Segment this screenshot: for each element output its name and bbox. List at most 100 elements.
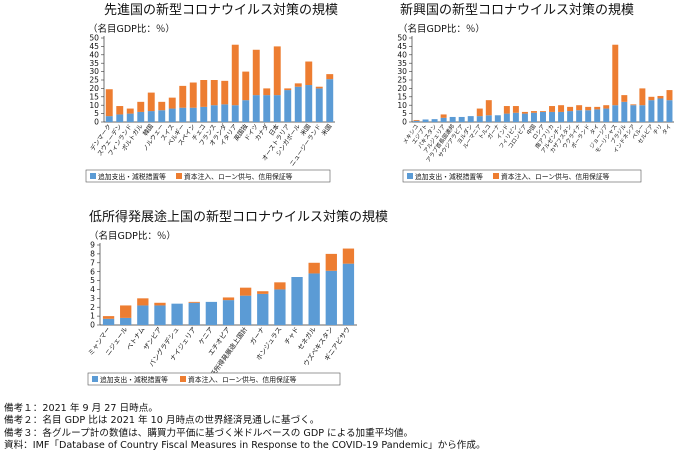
y-tick-label: 7 — [90, 258, 95, 267]
bar-segment-a — [137, 305, 149, 325]
note-source: 資料：IMF「Database of Country Fiscal Measur… — [4, 440, 486, 452]
bar-segment-b — [476, 108, 483, 117]
bar-segment-a — [294, 86, 302, 122]
bar-segment-a — [612, 105, 619, 122]
y-tick-label: 30 — [397, 67, 407, 76]
bar-segment-a — [530, 112, 537, 122]
bar-segment-a — [188, 302, 200, 325]
legend-swatch-a — [407, 173, 413, 179]
chart-2: 新興国の新型コロナウイルス対策の規模 （名目GDP比：％） 051015202530… — [397, 2, 674, 183]
bar-segment-b — [630, 104, 637, 106]
bar-segment-b — [126, 108, 134, 114]
legend-label-a: 追加支出・減税措置等 — [98, 172, 166, 181]
y-tick-label: 50 — [89, 34, 99, 43]
bar-segment-a — [158, 110, 166, 122]
y-axis-label: （名目GDP比：％） — [88, 23, 175, 35]
bar-segment-a — [274, 289, 286, 325]
bar-segment-a — [291, 277, 303, 325]
bar-segment-a — [558, 111, 565, 122]
bar-segment-a — [116, 114, 124, 122]
y-tick-label: 5 — [94, 109, 99, 118]
bar-segment-a — [171, 303, 183, 325]
bar-segment-a — [315, 88, 323, 122]
bar-segment-a — [576, 110, 583, 122]
bar-segment-b — [621, 95, 628, 102]
bar-segment-a — [521, 113, 528, 122]
bar-segment-b — [657, 95, 664, 99]
legend: 追加支出・減税措置等 資本注入、ローン供与、信用保証等 — [85, 169, 331, 183]
bar-segment-b — [284, 88, 292, 91]
y-axis-label: （名目GDP比：％） — [89, 230, 176, 242]
bar-segment-a — [284, 90, 292, 122]
chart-title: 先進国の新型コロナウイルス対策の規模 — [104, 2, 338, 18]
bar-segment-b — [325, 253, 337, 271]
bar-segment-a — [308, 273, 320, 325]
bar-segment-a — [603, 108, 610, 122]
bar-segment-a — [413, 120, 420, 122]
bar-segment-a — [154, 305, 166, 325]
bar-segment-a — [422, 119, 429, 122]
bar-segment-b — [137, 101, 145, 112]
bar-segment-b — [294, 83, 302, 87]
bar-segment-b — [567, 106, 574, 112]
bar-segment-b — [639, 88, 646, 106]
legend-label-a: 追加支出・減税措置等 — [100, 375, 168, 384]
bar-segment-b — [263, 88, 271, 96]
bar-segment-b — [530, 111, 537, 113]
y-tick-label: 45 — [397, 42, 407, 51]
bar-segment-b — [315, 86, 323, 89]
bar-segment-b — [188, 301, 200, 303]
bar-segment-b — [305, 61, 313, 86]
y-tick-label: 2 — [90, 303, 95, 312]
bar-segment-a — [648, 100, 655, 122]
note-2: 備考２：名目 GDP 比は 2021 年 10 月時点の世界経済見通しに基づく。 — [4, 415, 320, 427]
y-tick-label: 15 — [89, 92, 99, 101]
bar-segment-b — [612, 44, 619, 106]
bar-segment-a — [639, 105, 646, 122]
bar-segment-b — [116, 106, 124, 115]
bar-segment-a — [105, 116, 113, 122]
bar-segment-a — [666, 100, 673, 122]
y-tick-label: 25 — [397, 76, 407, 85]
bar-segment-a — [126, 113, 134, 122]
y-tick-label: 40 — [89, 50, 99, 59]
bar-segment-a — [200, 106, 208, 122]
bar-segment-a — [210, 105, 218, 122]
bar-segment-a — [102, 318, 115, 325]
bar-segment-a — [252, 95, 260, 122]
legend-swatch-b — [493, 173, 499, 179]
chart-title: 新興国の新型コロナウイルス対策の規模 — [400, 2, 634, 18]
bar-segment-a — [440, 117, 447, 122]
bar-segment-b — [558, 105, 565, 112]
bar-segment-a — [239, 295, 252, 325]
y-tick-label: 6 — [90, 267, 95, 276]
chart-1: 先進国の新型コロナウイルス対策の規模 （名目GDP比：％） 051015202530… — [85, 2, 338, 183]
legend-box — [87, 372, 341, 386]
y-tick-label: 20 — [397, 84, 407, 93]
bar-segment-a — [242, 100, 250, 122]
legend-swatch-b — [176, 173, 182, 179]
y-tick-label: 3 — [90, 294, 95, 303]
bar-segment-a — [585, 110, 592, 122]
x-tick-label: 米国 — [320, 123, 334, 138]
bar-segment-b — [308, 262, 320, 274]
y-axis-label: （名目GDP比：％） — [398, 23, 485, 35]
bar-segment-a — [449, 116, 456, 122]
y-tick-label: 9 — [90, 241, 95, 250]
bar-segment-b — [210, 80, 218, 106]
y-tick-label: 4 — [90, 285, 95, 294]
bar-segment-b — [274, 282, 286, 290]
bar-segment-a — [512, 112, 519, 122]
bar-segment-a — [431, 119, 438, 122]
legend-swatch-a — [92, 376, 98, 382]
bar-segment-a — [458, 116, 465, 122]
bar-segment-b — [603, 105, 610, 109]
bar-segment-a — [657, 98, 664, 122]
bar-segment-a — [120, 317, 132, 325]
bar-segment-a — [503, 113, 510, 122]
bar-segment-b — [105, 89, 113, 117]
bar-segment-b — [540, 111, 546, 112]
chart-title: 低所得発展途上国の新型コロナウイルス対策の規模 — [89, 209, 388, 225]
bar-segment-a — [189, 107, 197, 122]
